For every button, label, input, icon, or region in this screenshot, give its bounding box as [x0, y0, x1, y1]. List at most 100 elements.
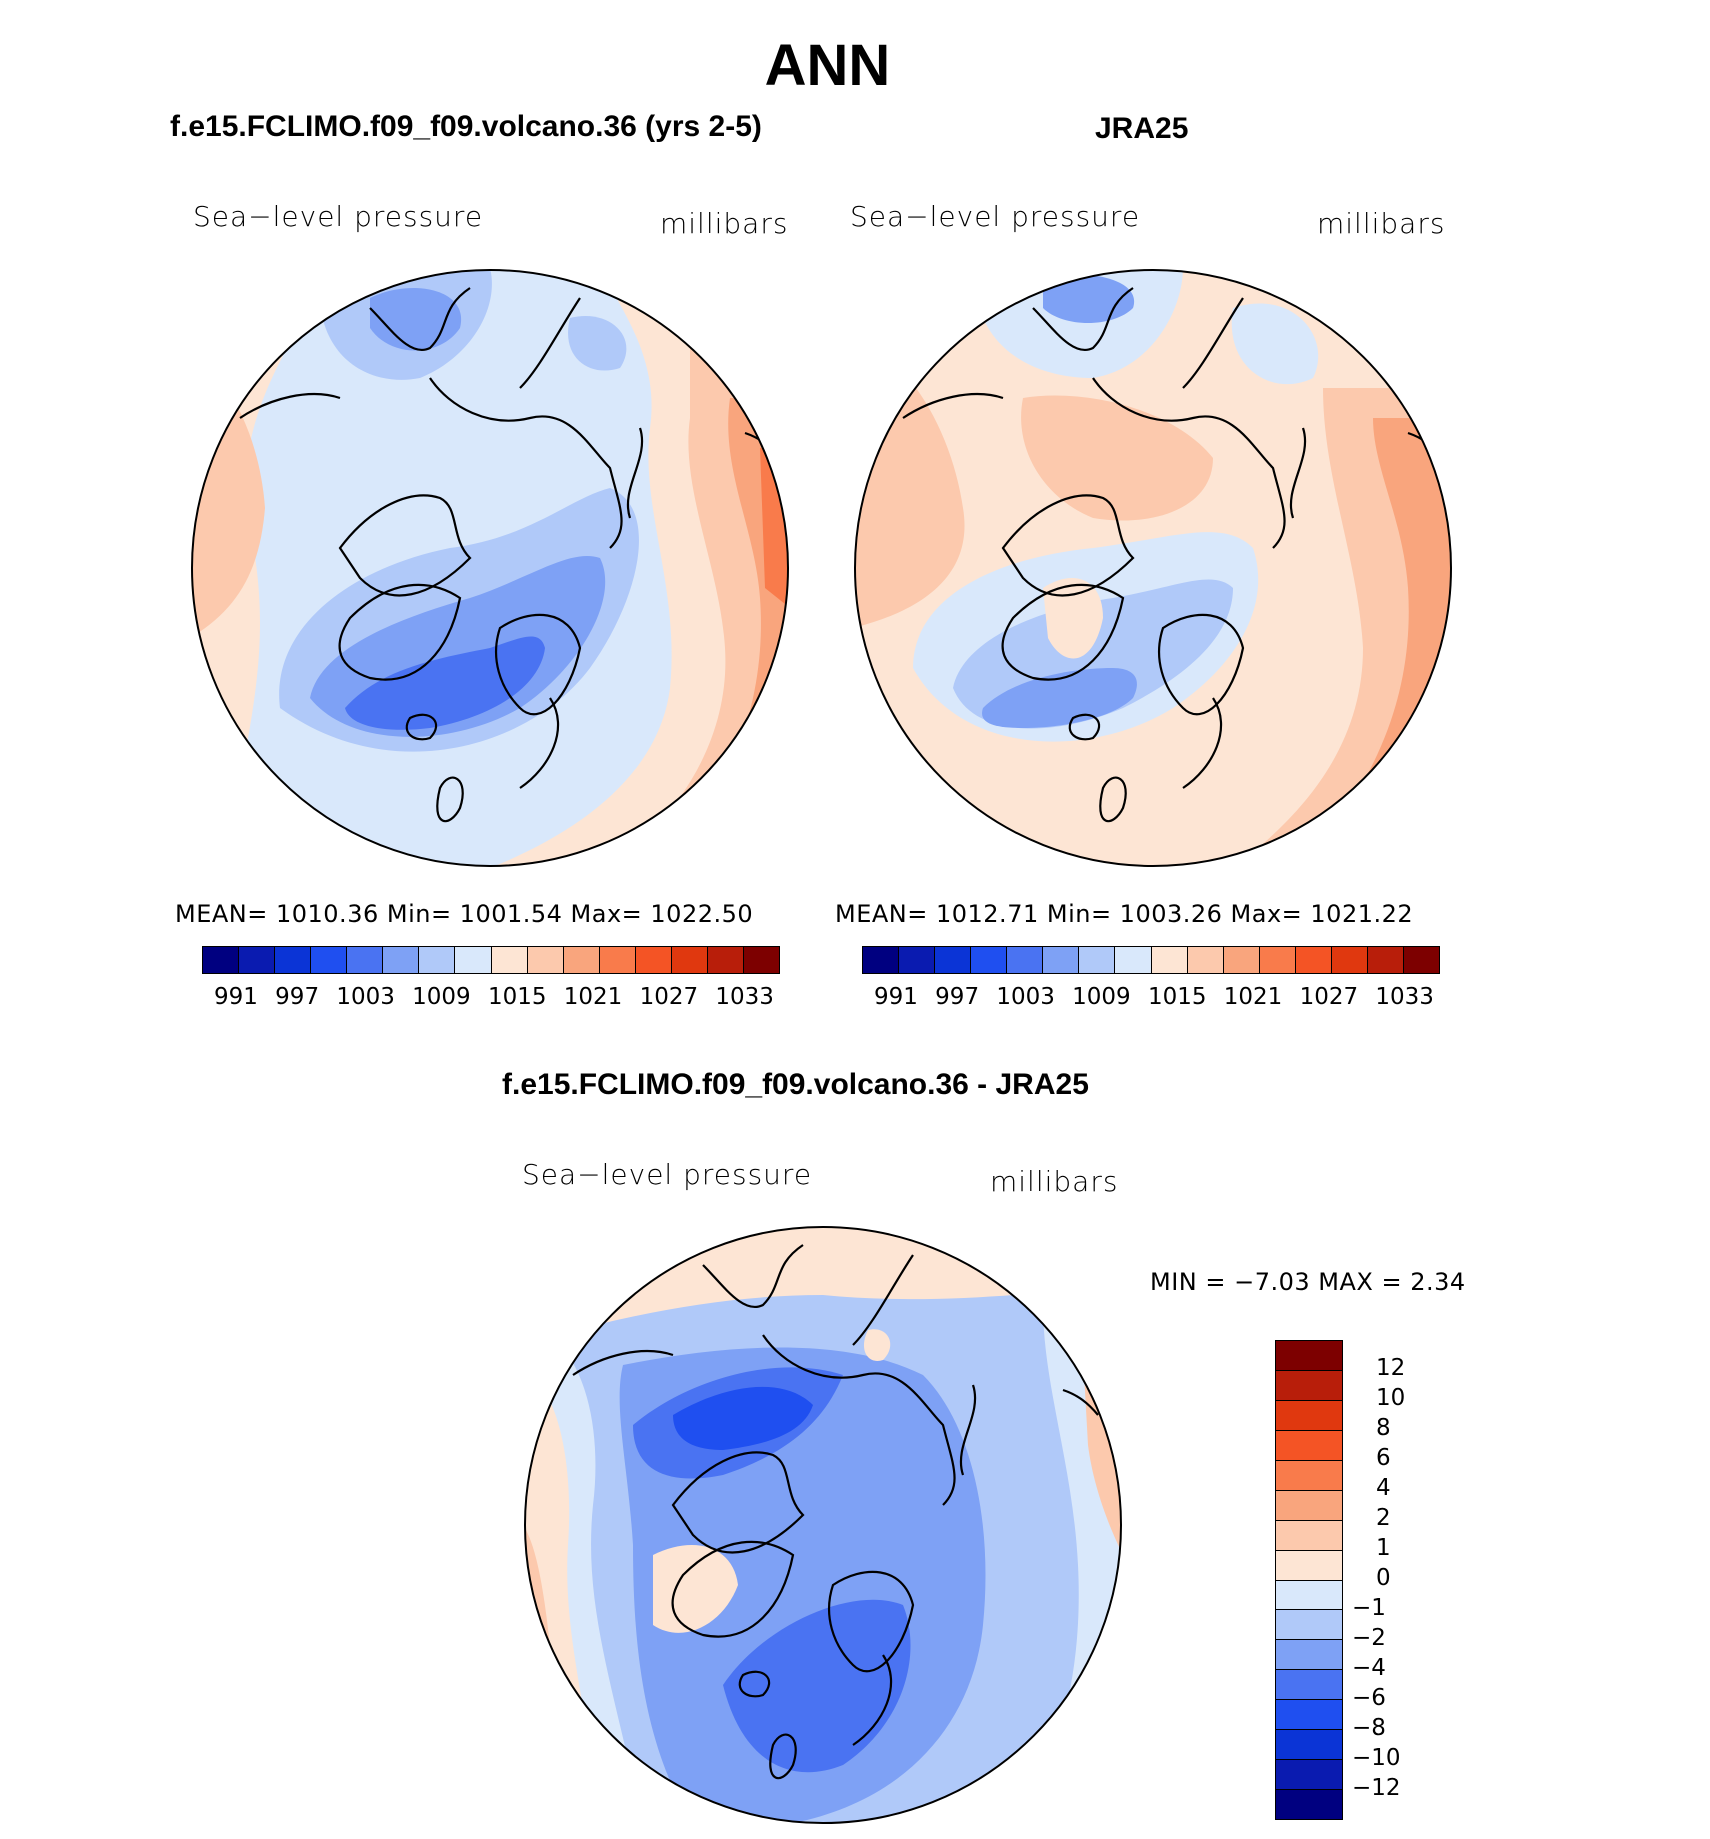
obs-case-title: JRA25 [1095, 112, 1189, 145]
model-colorbar-label: 1033 [715, 984, 774, 1010]
diff-colorbar-box [1276, 1520, 1342, 1551]
diff-colorbar-box [1276, 1341, 1342, 1371]
model-colorbar-label: 1009 [412, 984, 471, 1010]
model-stats: MEAN= 1010.36 Min= 1001.54 Max= 1022.50 [175, 900, 754, 928]
obs-stats: MEAN= 1012.71 Min= 1003.26 Max= 1021.22 [835, 900, 1414, 928]
obs-colorbar-label: 991 [874, 984, 918, 1010]
obs-colorbar-box [863, 947, 900, 973]
diff-colorbar-box [1276, 1550, 1342, 1581]
obs-colorbar [862, 946, 1440, 974]
model-colorbar-label: 991 [214, 984, 258, 1010]
diff-colorbar-label: −10 [1352, 1745, 1401, 1771]
obs-colorbar-box [1115, 947, 1152, 973]
model-colorbar-label: 997 [275, 984, 320, 1010]
model-colorbar-box [347, 947, 384, 973]
obs-variable-label: Sea−level pressure [850, 200, 1141, 233]
diff-colorbar-label: 1 [1376, 1535, 1391, 1561]
obs-colorbar-label: 1027 [1299, 984, 1359, 1010]
diff-colorbar-box [1276, 1430, 1342, 1461]
model-case-title: f.e15.FCLIMO.f09_f09.volcano.36 (yrs 2-5… [170, 110, 762, 143]
diff-units-label: millibars [990, 1165, 1119, 1198]
diff-colorbar-label: 6 [1376, 1445, 1391, 1471]
diff-colorbar-box [1276, 1760, 1342, 1791]
obs-colorbar-box [899, 947, 936, 973]
diff-colorbar-label: 8 [1376, 1415, 1391, 1441]
diff-colorbar-box [1276, 1790, 1342, 1819]
model-colorbar-box [671, 947, 708, 973]
diff-colorbar [1275, 1340, 1343, 1820]
diff-colorbar-box [1276, 1670, 1342, 1701]
obs-colorbar-label: 997 [935, 984, 980, 1010]
diff-colorbar-label: −8 [1352, 1715, 1386, 1741]
obs-colorbar-box [1223, 947, 1260, 973]
diff-colorbar-label: −2 [1352, 1625, 1386, 1651]
obs-colorbar-box [1259, 947, 1296, 973]
diff-colorbar-box [1276, 1640, 1342, 1671]
obs-colorbar-label: 1015 [1147, 984, 1207, 1010]
diff-colorbar-label: 12 [1376, 1355, 1406, 1381]
model-colorbar-box [455, 947, 492, 973]
diff-polar-map [524, 1226, 1122, 1824]
diff-case-title: f.e15.FCLIMO.f09_f09.volcano.36 - JRA25 [502, 1068, 1089, 1101]
model-polar-map [191, 269, 789, 867]
model-variable-label: Sea−level pressure [193, 200, 484, 233]
model-colorbar-box [311, 947, 348, 973]
diff-colorbar-label: −4 [1352, 1655, 1386, 1681]
diff-colorbar-box [1276, 1490, 1342, 1521]
diff-colorbar-box [1276, 1610, 1342, 1641]
model-colorbar-box [275, 947, 312, 973]
model-colorbar-label: 1003 [336, 984, 395, 1010]
obs-colorbar-box [1007, 947, 1044, 973]
diff-colorbar-label: −12 [1352, 1775, 1401, 1801]
model-colorbar-label: 1015 [487, 984, 547, 1010]
model-colorbar-box [635, 947, 672, 973]
obs-colorbar-box [1295, 947, 1332, 973]
obs-colorbar-box [1151, 947, 1188, 973]
obs-colorbar-box [1043, 947, 1080, 973]
diff-colorbar-label: −6 [1352, 1685, 1386, 1711]
diff-colorbar-label: 0 [1376, 1565, 1391, 1591]
model-colorbar-label: 1027 [639, 984, 699, 1010]
model-colorbar-box [203, 947, 240, 973]
diff-stats: MIN = −7.03 MAX = 2.34 [1150, 1268, 1466, 1296]
model-units-label: millibars [660, 207, 789, 240]
diff-colorbar-box [1276, 1700, 1342, 1731]
model-colorbar-box [239, 947, 276, 973]
obs-colorbar-label: 1009 [1072, 984, 1131, 1010]
diff-colorbar-label: 2 [1376, 1505, 1391, 1531]
diff-colorbar-box [1276, 1730, 1342, 1761]
obs-colorbar-box [1331, 947, 1368, 973]
obs-colorbar-label: 1033 [1375, 984, 1434, 1010]
obs-colorbar-box [971, 947, 1008, 973]
model-colorbar-box [383, 947, 420, 973]
model-colorbar-box [527, 947, 564, 973]
diff-colorbar-box [1276, 1580, 1342, 1611]
model-colorbar [202, 946, 780, 974]
model-colorbar-box [491, 947, 528, 973]
obs-colorbar-box [1367, 947, 1404, 973]
obs-polar-map [854, 269, 1452, 867]
obs-colorbar-label: 1003 [996, 984, 1055, 1010]
obs-colorbar-labels: 991 997 1003 1009 1015 1021 1027 1033 [874, 984, 1434, 1010]
diff-variable-label: Sea−level pressure [522, 1158, 813, 1191]
model-colorbar-box [563, 947, 600, 973]
diff-colorbar-labels: 12 10 8 6 4 2 1 0 −1 −2 −4 −6 −8 −10 −12 [1352, 1340, 1480, 1820]
obs-colorbar-box [935, 947, 972, 973]
diff-colorbar-label: 10 [1376, 1385, 1406, 1411]
diff-colorbar-box [1276, 1370, 1342, 1401]
model-colorbar-label: 1021 [563, 984, 623, 1010]
model-colorbar-box [707, 947, 744, 973]
model-colorbar-box [419, 947, 456, 973]
diff-colorbar-box [1276, 1460, 1342, 1491]
obs-colorbar-box [1079, 947, 1116, 973]
model-colorbar-box [599, 947, 636, 973]
model-colorbar-box [743, 947, 779, 973]
diff-colorbar-label: −1 [1352, 1595, 1386, 1621]
obs-units-label: millibars [1317, 207, 1446, 240]
diff-colorbar-label: 4 [1376, 1475, 1391, 1501]
obs-colorbar-label: 1021 [1223, 984, 1283, 1010]
model-colorbar-labels: 991 997 1003 1009 1015 1021 1027 1033 [214, 984, 774, 1010]
figure-title: ANN [764, 33, 891, 98]
obs-colorbar-box [1187, 947, 1224, 973]
diff-colorbar-box [1276, 1400, 1342, 1431]
